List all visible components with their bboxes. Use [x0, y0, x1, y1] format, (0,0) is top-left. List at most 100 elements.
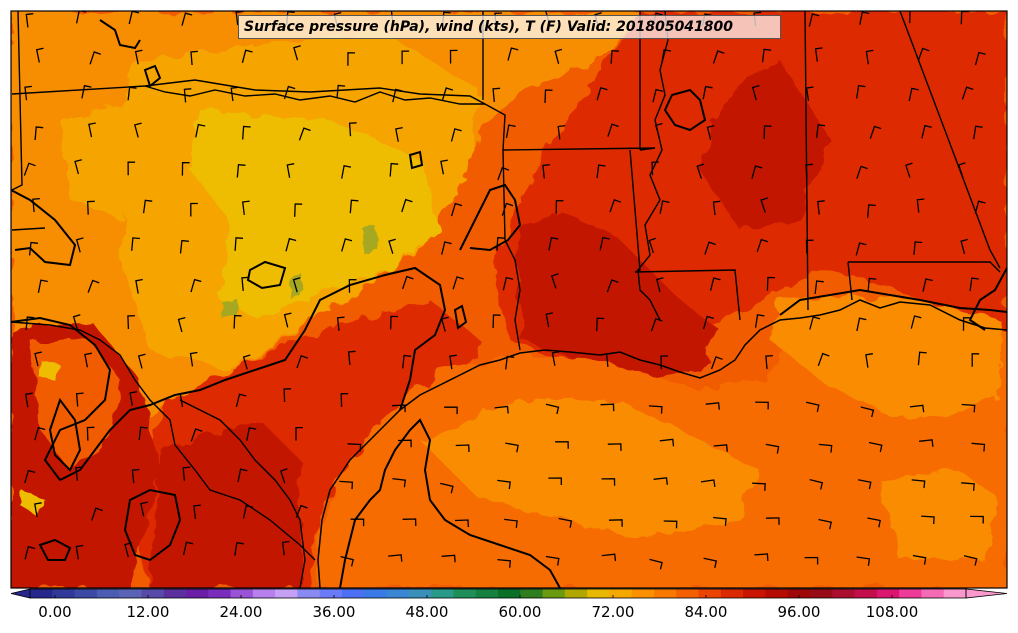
- wind-barb: [397, 439, 412, 448]
- colorbar-segment: [453, 589, 477, 598]
- wind-barb: [912, 554, 927, 565]
- wind-barb: [599, 236, 610, 251]
- wind-barb: [295, 426, 303, 441]
- wind-barb: [34, 502, 42, 517]
- wind-barb: [505, 442, 519, 453]
- wind-barb: [601, 553, 617, 562]
- wind-barb: [441, 87, 454, 101]
- colorbar-segment: [252, 589, 276, 598]
- wind-barb: [859, 11, 870, 25]
- wind-barb: [921, 124, 932, 139]
- wind-barb: [908, 87, 919, 102]
- wind-barb: [131, 237, 140, 251]
- wind-barb: [913, 241, 923, 255]
- wind-barb: [916, 198, 925, 213]
- coastline: [179, 399, 306, 588]
- colorbar-tick-label: 108.00: [865, 603, 919, 621]
- wind-barb: [765, 354, 773, 370]
- wind-barb: [752, 482, 766, 491]
- colorbar-tick-label: 60.00: [498, 603, 542, 621]
- wind-barb: [86, 426, 95, 441]
- wind-barb: [818, 443, 833, 453]
- colorbar-segment: [654, 589, 677, 598]
- wind-barb: [712, 50, 725, 64]
- wind-barb: [814, 280, 824, 294]
- wind-barb: [24, 85, 33, 101]
- wind-barb: [492, 314, 501, 329]
- wind-barb: [449, 49, 458, 64]
- wind-barb: [246, 427, 257, 441]
- isobar: [38, 538, 72, 561]
- wind-barb: [754, 314, 765, 328]
- wind-barb: [504, 518, 518, 528]
- wind-barb: [454, 519, 469, 528]
- colorbar: [10, 588, 1008, 599]
- wind-barb: [805, 86, 814, 101]
- wind-barb: [341, 238, 353, 252]
- plot-frame: [10, 10, 1008, 589]
- wind-barb: [401, 198, 413, 213]
- isobar: [143, 64, 162, 88]
- wind-barb: [605, 352, 614, 367]
- wind-barb: [596, 164, 606, 179]
- colorbar-segment: [408, 589, 432, 598]
- colorbar-tick-label: 96.00: [777, 603, 821, 621]
- wind-barb: [440, 482, 454, 494]
- isobar: [968, 267, 1007, 331]
- wind-barb: [554, 48, 563, 64]
- colorbar-segment: [921, 589, 945, 598]
- colorbar-segment: [208, 589, 231, 598]
- wind-barb: [548, 236, 559, 251]
- wind-barb: [129, 391, 138, 406]
- isobar: [663, 88, 707, 132]
- wind-barb: [856, 317, 867, 332]
- colorbar-segment: [698, 589, 722, 598]
- wind-barb: [388, 554, 403, 562]
- wind-barb: [700, 479, 716, 488]
- wind-barb: [392, 88, 403, 103]
- wind-barb: [610, 50, 619, 64]
- wind-barb: [601, 478, 616, 486]
- wind-barb: [766, 276, 775, 291]
- wind-barb: [190, 428, 203, 442]
- wind-barb: [88, 122, 96, 138]
- wind-barb: [296, 354, 309, 369]
- wind-barb: [815, 124, 826, 138]
- colorbar-tick-label: 84.00: [684, 603, 728, 621]
- wind-barb: [241, 200, 250, 215]
- wind-barb: [970, 515, 984, 524]
- wind-barb: [402, 354, 412, 369]
- wind-barb: [179, 239, 189, 254]
- wind-barb: [765, 517, 780, 525]
- wind-barb: [919, 439, 934, 447]
- wind-barb: [704, 241, 716, 255]
- isobar: [779, 288, 1007, 316]
- wind-barb: [242, 354, 251, 370]
- wind-barb: [23, 162, 36, 176]
- wind-barb: [867, 277, 877, 292]
- wind-barb: [87, 200, 95, 215]
- wind-barb: [286, 163, 295, 178]
- wind-barb: [75, 237, 84, 253]
- wind-barb: [389, 162, 399, 177]
- wind-barb: [705, 402, 720, 410]
- wind-barb: [550, 273, 559, 289]
- wind-barb: [963, 555, 978, 566]
- wind-barb: [917, 351, 927, 366]
- wind-barb: [127, 161, 136, 176]
- colorbar-segment: [30, 589, 53, 598]
- wind-barb: [190, 50, 198, 66]
- isobar: [246, 260, 287, 290]
- wind-barb: [32, 197, 40, 213]
- colorbar-segment: [787, 589, 811, 598]
- temperature-field: [11, 11, 1007, 588]
- wind-barb: [402, 518, 417, 527]
- wind-barb: [544, 89, 553, 104]
- wind-barb: [347, 443, 362, 452]
- wind-barb: [181, 161, 190, 176]
- wind-barb: [142, 199, 153, 214]
- wind-barb: [763, 125, 772, 140]
- colorbar-tick-label: 0.00: [38, 603, 72, 621]
- wind-barb: [348, 279, 357, 293]
- wind-barb: [193, 504, 201, 519]
